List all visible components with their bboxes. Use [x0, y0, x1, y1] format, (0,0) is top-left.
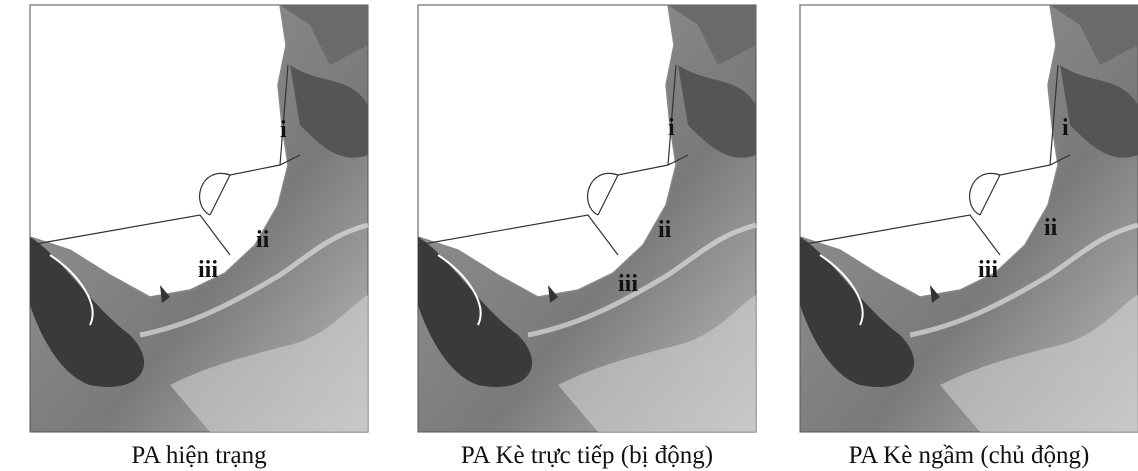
panel-caption: PA Kè trực tiếp (bị động): [461, 442, 713, 469]
panel-caption: PA hiện trạng: [131, 442, 267, 469]
zone-label: i: [668, 115, 675, 141]
map-image: [30, 5, 368, 432]
zone-label: i: [1062, 115, 1069, 141]
map-image: [800, 5, 1138, 432]
zone-label: ii: [256, 227, 270, 253]
zone-label: iii: [198, 257, 218, 283]
zone-label: ii: [658, 217, 672, 243]
zone-label: iii: [978, 257, 998, 283]
zone-label: i: [280, 117, 287, 143]
zone-label: ii: [1044, 215, 1058, 241]
map-image: [418, 5, 756, 432]
panel-caption: PA Kè ngầm (chủ động): [849, 442, 1090, 469]
zone-label: iii: [618, 271, 638, 297]
